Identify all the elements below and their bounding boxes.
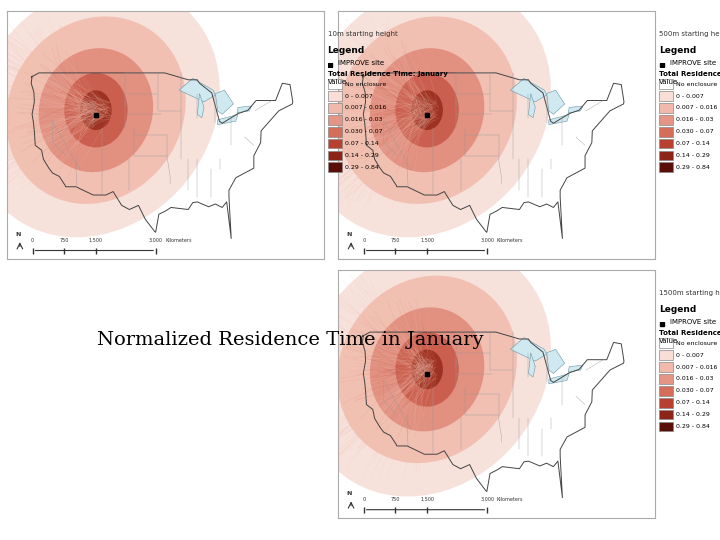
Ellipse shape [39,48,153,172]
Polygon shape [546,90,564,114]
Polygon shape [528,353,535,377]
Ellipse shape [337,275,517,463]
Text: 0 - 0.007: 0 - 0.007 [345,93,373,98]
Text: 1,500: 1,500 [420,238,434,243]
Text: Kilometers: Kilometers [166,238,192,243]
Text: Kilometers: Kilometers [497,497,523,502]
Ellipse shape [370,307,485,431]
Text: 0.007 - 0.016: 0.007 - 0.016 [345,105,386,110]
Text: 0.016 - 0.03: 0.016 - 0.03 [676,117,714,122]
Polygon shape [568,365,582,372]
Text: N: N [16,232,21,237]
Polygon shape [510,78,546,102]
Ellipse shape [370,48,485,172]
Text: 0.29 - 0.84: 0.29 - 0.84 [676,165,710,170]
Ellipse shape [303,242,551,496]
Text: No enclosure: No enclosure [345,82,386,86]
Text: IMPROVE site: IMPROVE site [338,60,384,66]
Text: Normalized Residence Time in January: Normalized Residence Time in January [97,331,484,349]
Text: Legend: Legend [659,305,696,314]
Text: 0: 0 [362,238,365,243]
Text: 1,500: 1,500 [420,497,434,502]
Text: 0.29 - 0.84: 0.29 - 0.84 [345,165,379,170]
Text: 0: 0 [362,497,365,502]
Text: Kilometers: Kilometers [497,238,523,243]
Polygon shape [237,106,251,113]
Ellipse shape [411,349,443,389]
Polygon shape [197,93,204,118]
Text: Value: Value [659,79,678,85]
Text: 750: 750 [391,238,400,243]
Text: 3,000: 3,000 [480,238,495,243]
Ellipse shape [64,73,127,147]
Text: 750: 750 [60,238,69,243]
Ellipse shape [6,16,186,204]
Text: 0 - 0.007: 0 - 0.007 [676,93,704,98]
Text: No enclosure: No enclosure [676,341,717,346]
Text: 3,000: 3,000 [480,497,495,502]
Text: Value: Value [328,79,347,85]
Ellipse shape [395,73,459,147]
Text: 1500m starting height: 1500m starting height [659,290,720,296]
Ellipse shape [80,90,112,130]
Ellipse shape [411,90,443,130]
Text: 0.14 - 0.29: 0.14 - 0.29 [345,153,379,158]
Ellipse shape [337,16,517,204]
Text: 0.016 - 0.03: 0.016 - 0.03 [676,376,714,381]
Text: 0.030 - 0.07: 0.030 - 0.07 [676,129,714,134]
Polygon shape [568,106,582,113]
Text: 0 - 0.007: 0 - 0.007 [676,353,704,357]
Text: 0.07 - 0.14: 0.07 - 0.14 [676,141,710,146]
Polygon shape [217,114,238,125]
Text: 1,500: 1,500 [89,238,103,243]
Text: 0.14 - 0.29: 0.14 - 0.29 [676,412,710,417]
Ellipse shape [395,332,459,407]
Ellipse shape [303,0,551,237]
Text: N: N [347,491,352,496]
Polygon shape [510,338,546,361]
Text: 0.007 - 0.016: 0.007 - 0.016 [676,364,717,369]
Text: IMPROVE site: IMPROVE site [670,60,716,66]
Text: Legend: Legend [659,46,696,55]
Text: 0.007 - 0.016: 0.007 - 0.016 [676,105,717,110]
Ellipse shape [0,0,220,237]
Text: Total Residence Time: January: Total Residence Time: January [659,71,720,77]
Text: 0: 0 [31,238,34,243]
Text: Total Residence Time: January: Total Residence Time: January [659,330,720,336]
Text: 0.29 - 0.84: 0.29 - 0.84 [676,424,710,429]
Polygon shape [528,93,535,118]
Text: 0.016 - 0.03: 0.016 - 0.03 [345,117,382,122]
Text: 0.07 - 0.14: 0.07 - 0.14 [676,400,710,405]
Text: 0.14 - 0.29: 0.14 - 0.29 [676,153,710,158]
Polygon shape [179,78,215,102]
Text: 750: 750 [391,497,400,502]
Text: N: N [347,232,352,237]
Polygon shape [546,349,564,374]
Text: Legend: Legend [328,46,365,55]
Text: No enclosure: No enclosure [676,82,717,86]
Text: 0.07 - 0.14: 0.07 - 0.14 [345,141,379,146]
Text: Total Residence Time: January: Total Residence Time: January [328,71,447,77]
Text: 10m starting height: 10m starting height [328,31,397,37]
Text: IMPROVE site: IMPROVE site [670,319,716,325]
Text: 500m starting height: 500m starting height [659,31,720,37]
Polygon shape [215,90,233,114]
Text: 0.030 - 0.07: 0.030 - 0.07 [676,388,714,393]
Text: Value: Value [659,339,678,345]
Polygon shape [549,374,570,384]
Text: 3,000: 3,000 [149,238,163,243]
Polygon shape [549,114,570,125]
Text: 0.030 - 0.07: 0.030 - 0.07 [345,129,382,134]
